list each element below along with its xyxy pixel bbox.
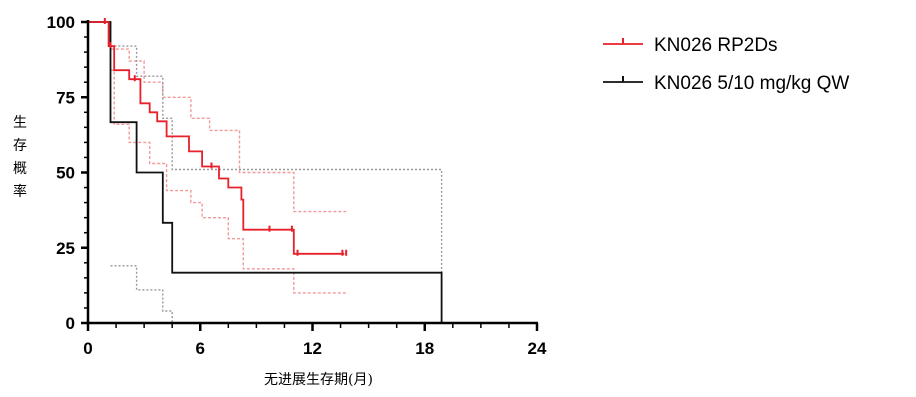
legend-label-1: KN026 5/10 mg/kg QW <box>654 73 849 94</box>
series-0-line <box>88 21 345 255</box>
series-layer <box>88 18 443 323</box>
x-tick-label-6: 6 <box>196 339 205 358</box>
x-tick-label-24: 24 <box>528 339 547 358</box>
series-0-ci-lower <box>110 69 347 294</box>
series-1-ci-upper <box>109 22 443 323</box>
series-0-ci-upper <box>88 21 347 213</box>
x-tick-label-12: 12 <box>303 339 322 358</box>
y-tick-label-100: 100 <box>47 13 75 32</box>
series-1-line <box>88 21 443 323</box>
legend-label-0: KN026 RP2Ds <box>654 35 778 56</box>
tick-layer: 0 25 50 75 100 0 6 12 18 24 <box>47 13 547 358</box>
y-axis-title-char: 概 <box>13 161 27 177</box>
x-tick-label-18: 18 <box>415 339 434 358</box>
y-tick-label-75: 75 <box>56 88 75 107</box>
y-tick-label-25: 25 <box>56 239 75 258</box>
x-axis-title: 无进展生存期(月) <box>264 372 373 388</box>
series-1-ci-lower <box>110 265 173 323</box>
confidence-interval-layer <box>88 21 443 323</box>
y-axis-title-char: 存 <box>13 138 27 154</box>
x-tick-label-0: 0 <box>83 339 92 358</box>
y-axis-title-char: 生 <box>13 115 27 131</box>
y-tick-label-0: 0 <box>66 314 75 333</box>
y-axis-title-char: 率 <box>13 183 27 200</box>
axes <box>86 20 538 325</box>
legend: KN026 RP2Ds KN026 5/10 mg/kg QW <box>603 35 849 94</box>
y-tick-label-50: 50 <box>56 164 75 183</box>
y-axis-title: 生存概率 <box>13 115 27 200</box>
